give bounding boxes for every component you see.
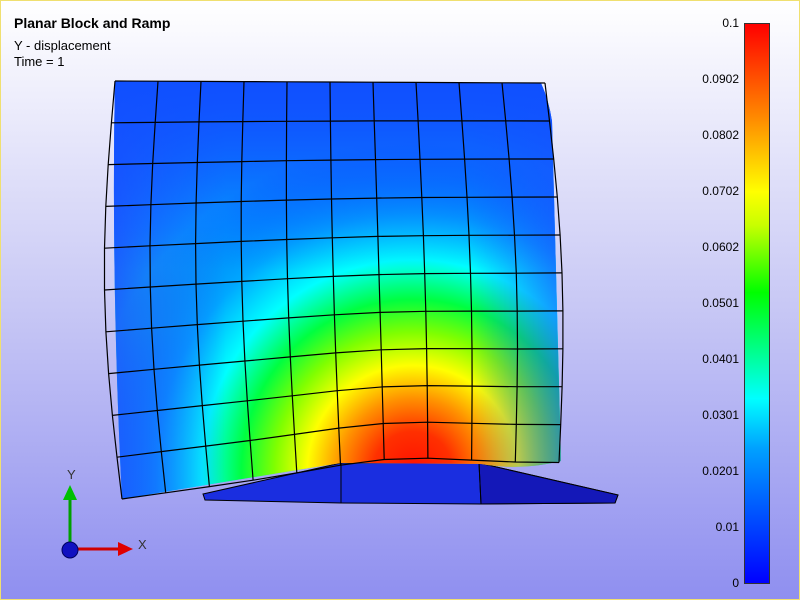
legend-tick-label: 0.0201 bbox=[702, 464, 739, 478]
mesh-line bbox=[458, 82, 473, 461]
mesh-line bbox=[240, 81, 254, 481]
legend-tick-label: 0.0902 bbox=[702, 72, 739, 86]
legend-tick-label: 0.0401 bbox=[702, 352, 739, 366]
mesh-grid bbox=[103, 80, 564, 500]
deformed-block bbox=[103, 80, 564, 500]
mesh-line bbox=[415, 82, 429, 459]
legend-tick-label: 0.0802 bbox=[702, 128, 739, 142]
axis-triad bbox=[61, 485, 133, 559]
mesh-line bbox=[501, 82, 519, 463]
legend-tick-label: 0.0602 bbox=[702, 240, 739, 254]
y-axis-label: Y bbox=[67, 467, 76, 482]
mesh-line bbox=[194, 81, 210, 487]
mesh-line bbox=[103, 80, 123, 500]
x-axis-label: X bbox=[138, 537, 147, 552]
mesh-line bbox=[372, 82, 385, 460]
mesh-line bbox=[149, 81, 167, 493]
legend-tick-label: 0.0702 bbox=[702, 184, 739, 198]
plot-title: Planar Block and Ramp bbox=[14, 15, 171, 31]
legend-tick-label: 0.0301 bbox=[702, 408, 739, 422]
legend-tick-label: 0.01 bbox=[715, 520, 739, 534]
variable-label: Y - displacement bbox=[14, 38, 111, 53]
ramp bbox=[202, 462, 619, 505]
legend-tick-label: 0 bbox=[732, 576, 739, 590]
title-block: Planar Block and Ramp Y - displacement T… bbox=[14, 15, 170, 70]
time-label: Time = 1 bbox=[14, 54, 65, 69]
mesh-line bbox=[544, 82, 564, 463]
mesh-line bbox=[329, 81, 342, 466]
legend-tick-label: 0.1 bbox=[722, 16, 739, 30]
legend-tick-label: 0.0501 bbox=[702, 296, 739, 310]
mesh-line bbox=[285, 81, 298, 473]
color-legend-bar bbox=[744, 23, 770, 584]
